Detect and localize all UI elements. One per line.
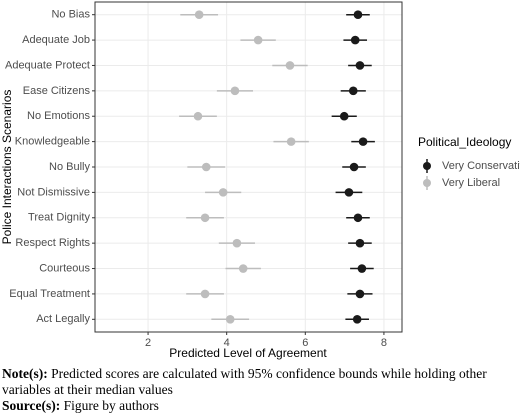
y-tick-label: Ease Citizens bbox=[23, 85, 91, 97]
plot-border bbox=[94, 1, 403, 333]
point bbox=[339, 111, 349, 121]
point bbox=[285, 61, 295, 70]
y-tick-label: No Bully bbox=[49, 161, 90, 173]
y-tick-label: No Bias bbox=[51, 9, 90, 21]
source: Source(s): Figure by authors bbox=[2, 398, 507, 414]
point bbox=[355, 61, 365, 70]
y-tick-label: Adequate Protect bbox=[5, 59, 90, 71]
note-text: Predicted scores are calculated with 95%… bbox=[2, 366, 487, 397]
x-tick-label: 4 bbox=[224, 337, 230, 349]
point bbox=[348, 86, 358, 96]
point bbox=[238, 264, 248, 273]
point bbox=[350, 35, 360, 45]
point bbox=[355, 289, 365, 299]
point bbox=[349, 162, 359, 172]
chart: Predicted Level of Agreement Police Inte… bbox=[0, 1, 520, 360]
point bbox=[218, 188, 228, 197]
point bbox=[353, 213, 363, 223]
point bbox=[357, 264, 367, 273]
point bbox=[200, 213, 210, 223]
x-tick-label: 2 bbox=[145, 337, 151, 349]
point bbox=[194, 10, 204, 19]
y-axis-title: Police Interactions Scenarios bbox=[0, 90, 14, 245]
point bbox=[201, 162, 211, 172]
y-tick-label: Equal Treatment bbox=[9, 288, 90, 300]
point bbox=[353, 10, 363, 19]
point bbox=[225, 315, 235, 324]
point bbox=[352, 315, 362, 324]
point bbox=[232, 238, 242, 248]
point bbox=[193, 111, 203, 121]
legend-label: Very Liberal bbox=[442, 177, 500, 189]
legend-title: Political_Ideology bbox=[418, 135, 511, 149]
notes: Note(s): Predicted scores are calculated… bbox=[2, 366, 507, 414]
legend-key-point bbox=[423, 179, 431, 187]
y-tick-label: Treat Dignity bbox=[28, 212, 90, 224]
point bbox=[200, 289, 210, 299]
y-tick-label: Respect Rights bbox=[15, 237, 90, 249]
y-tick-label: Adequate Job bbox=[22, 34, 90, 46]
y-tick-label: Courteous bbox=[39, 262, 90, 274]
note: Note(s): Predicted scores are calculated… bbox=[2, 366, 507, 398]
y-tick-label: Knowledgeable bbox=[15, 136, 90, 148]
point bbox=[355, 238, 365, 248]
point bbox=[286, 137, 296, 146]
legend-key-point bbox=[423, 162, 431, 170]
y-tick-label: No Emotions bbox=[27, 110, 90, 122]
point bbox=[253, 35, 263, 45]
x-axis-title: Predicted Level of Agreement bbox=[169, 346, 327, 360]
point bbox=[230, 86, 240, 96]
x-tick-label: 6 bbox=[302, 337, 308, 349]
note-label: Note(s): bbox=[2, 366, 48, 381]
source-text: Figure by authors bbox=[63, 398, 159, 413]
source-label: Source(s): bbox=[2, 398, 61, 413]
point bbox=[358, 137, 368, 146]
point bbox=[344, 188, 354, 197]
legend-label: Very Conservative bbox=[442, 160, 520, 172]
y-tick-label: Act Legally bbox=[36, 313, 90, 325]
x-tick-label: 8 bbox=[381, 337, 387, 349]
y-tick-label: Not Dismissive bbox=[17, 186, 90, 198]
